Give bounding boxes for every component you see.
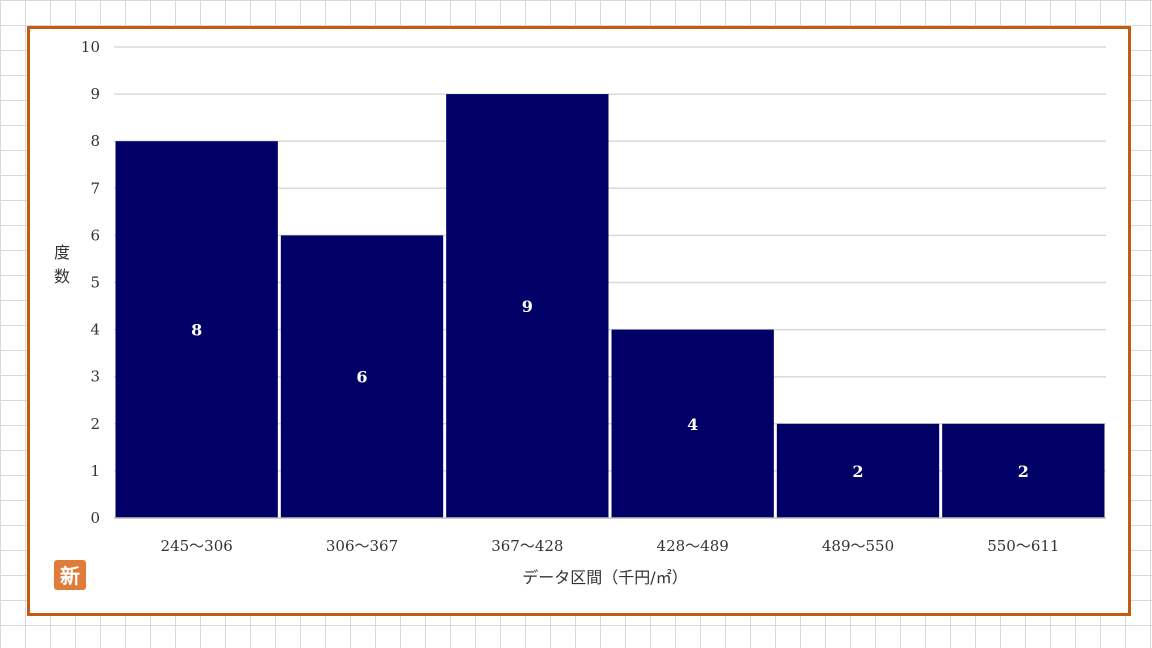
bar-labels: 8 6 9 4 2 2 [191, 297, 1029, 481]
bars [115, 94, 1105, 518]
bar [280, 235, 444, 518]
x-tick-label: 428～489 [657, 537, 729, 555]
bar-data-label: 4 [687, 415, 698, 434]
bar [611, 329, 774, 518]
bar-data-label: 9 [522, 297, 533, 316]
y-tick-label: 5 [90, 274, 100, 292]
x-tick-label: 550～611 [987, 537, 1059, 555]
y-tick-label: 10 [81, 38, 100, 56]
bar-data-label: 2 [852, 462, 863, 481]
bar-data-label: 8 [191, 321, 202, 340]
x-tick-label: 367～428 [491, 537, 563, 555]
y-tick-label: 1 [90, 462, 100, 480]
y-tick-label: 6 [90, 226, 100, 244]
y-tick-label: 8 [90, 132, 100, 150]
y-tick-label: 9 [90, 85, 100, 103]
bar-data-label: 2 [1018, 462, 1029, 481]
y-axis-ticks: 0 1 2 3 4 5 6 7 8 9 10 [81, 38, 100, 527]
bar-data-label: 6 [356, 368, 367, 387]
x-tick-label: 245～306 [161, 537, 233, 555]
shin-badge-icon: 新 [54, 560, 86, 590]
bar [446, 94, 609, 518]
gridlines [114, 46, 1106, 472]
y-tick-label: 0 [90, 509, 100, 527]
x-axis-title: データ区間（千円/㎡） [522, 568, 687, 587]
bar [115, 141, 278, 518]
x-axis-ticks: 245～306 306～367 367～428 428～489 489～550 550～6… [161, 537, 1060, 555]
x-tick-label: 489～550 [822, 537, 894, 555]
y-tick-label: 7 [90, 179, 100, 197]
x-tick-label: 306～367 [326, 537, 398, 555]
y-tick-label: 2 [90, 415, 100, 433]
badge-text: 新 [60, 564, 80, 588]
bar [942, 423, 1105, 518]
y-tick-label: 3 [90, 368, 100, 386]
y-tick-label: 4 [90, 321, 100, 339]
y-axis-title: 度数 [54, 243, 70, 286]
bar [776, 423, 940, 518]
